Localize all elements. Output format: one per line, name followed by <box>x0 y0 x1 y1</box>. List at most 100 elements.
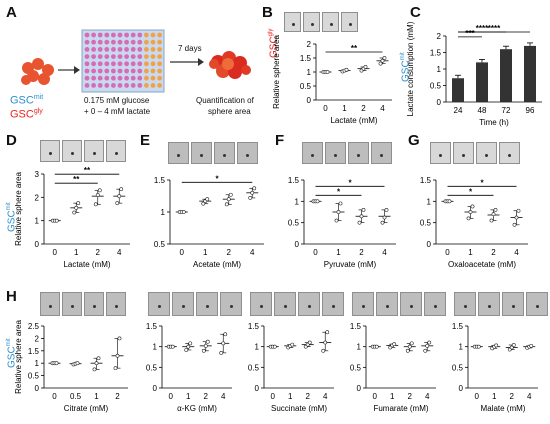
microscopy-thumbnail <box>196 292 218 316</box>
microscopy-thumbnail <box>352 292 374 316</box>
sig-label: ** <box>84 166 91 175</box>
data-point <box>226 197 231 202</box>
x-tick-label: 4 <box>250 248 255 257</box>
well <box>84 68 90 74</box>
well <box>157 75 163 81</box>
x-tick-label: 1 <box>492 392 497 401</box>
data-point <box>96 356 101 361</box>
well <box>137 39 143 45</box>
x-tick-label: 4 <box>382 248 387 257</box>
cell-cluster-icon <box>21 58 54 85</box>
y-tick-label: 1.5 <box>350 322 362 331</box>
data-point <box>221 341 226 346</box>
data-point <box>494 343 499 348</box>
y-tick-label: 1.5 <box>420 176 432 185</box>
x-tick-label: 0 <box>475 392 480 401</box>
well <box>91 83 96 88</box>
x-tick-label: 0 <box>52 392 57 401</box>
well <box>97 47 103 52</box>
sig-label: *** <box>465 29 475 38</box>
y-tick-label: 1.5 <box>248 322 260 331</box>
x-tick-label: 1 <box>390 392 395 401</box>
data-point <box>290 342 295 347</box>
y-tick-label: 0 <box>35 384 40 393</box>
well <box>157 83 163 88</box>
well <box>124 75 129 81</box>
sig-label: * <box>215 174 219 183</box>
x-tick-label: 0 <box>53 248 58 257</box>
data-point <box>336 210 341 214</box>
data-point <box>321 348 326 353</box>
y-tick-label: 0 <box>427 240 432 249</box>
data-point <box>427 340 432 345</box>
well <box>130 54 136 59</box>
data-point <box>466 216 471 221</box>
bar <box>452 78 464 102</box>
data-point <box>493 207 498 212</box>
x-tick-label: 0 <box>323 104 328 113</box>
microscopy-thumbnail <box>168 142 189 164</box>
well <box>117 83 123 88</box>
x-axis-label: Lactate (mM) <box>63 260 110 269</box>
x-tick-label: 2 <box>204 392 209 401</box>
x-tick-label: 2 <box>306 392 311 401</box>
well <box>97 54 103 59</box>
data-point <box>201 348 206 353</box>
well <box>157 39 163 45</box>
chart-f: 0 0.5 1 1.5 0 1 2 4 Pyruvate (mM) * * <box>288 176 396 269</box>
well <box>124 32 129 38</box>
x-tick-label: 72 <box>502 106 511 115</box>
x-tick-label: 96 <box>526 106 535 115</box>
well <box>137 54 143 59</box>
microscopy-thumbnail <box>430 142 451 164</box>
data-point <box>97 188 102 193</box>
thumbs-b <box>284 12 358 32</box>
well <box>97 68 103 74</box>
thumbs-e <box>168 142 258 164</box>
data-point <box>115 353 120 358</box>
data-point <box>54 361 59 366</box>
well <box>84 32 90 38</box>
y-tick-label: 0 <box>307 96 312 105</box>
data-point <box>407 344 412 349</box>
data-point <box>93 202 98 207</box>
gsc-mit-label: GSCmit <box>10 94 44 107</box>
well <box>130 61 136 67</box>
data-point <box>514 215 519 220</box>
data-point <box>511 343 516 347</box>
x-tick-label: 2 <box>227 248 232 257</box>
well <box>124 39 129 45</box>
thumbs-f <box>302 142 392 164</box>
x-tick-label: 0 <box>169 392 174 401</box>
microscopy-thumbnail <box>191 142 212 164</box>
microscopy-thumbnail <box>274 292 296 316</box>
microscopy-thumbnail <box>348 142 369 164</box>
data-point <box>181 210 186 214</box>
y-tick-label: 0 <box>459 384 464 393</box>
y-tick-label: 1 <box>357 343 362 352</box>
data-point <box>228 192 233 197</box>
panel-letter-a: A <box>6 4 17 21</box>
y-tick-label: 2 <box>307 40 312 49</box>
microscopy-thumbnail <box>424 292 446 316</box>
schematic-a <box>21 29 251 93</box>
thumbs-g <box>430 142 520 164</box>
y-tick-label: 0.5 <box>350 363 362 372</box>
well <box>104 32 110 38</box>
microscopy-thumbnail <box>237 142 258 164</box>
data-point <box>363 65 368 69</box>
y-tick-label: 1 <box>427 197 432 206</box>
data-point <box>357 220 362 225</box>
microscopy-thumbnail <box>476 142 497 164</box>
panel-letter-b: B <box>262 4 273 21</box>
y-tick-label: 1.5 <box>154 176 166 185</box>
well <box>150 68 156 74</box>
well <box>137 61 143 67</box>
x-tick-label: 0 <box>180 248 185 257</box>
thumbs-h4 <box>352 292 446 316</box>
well <box>144 61 149 67</box>
microscopy-thumbnail <box>453 142 474 164</box>
well <box>130 83 136 88</box>
y-tick-label: 0.5 <box>146 363 158 372</box>
data-point <box>323 340 328 345</box>
